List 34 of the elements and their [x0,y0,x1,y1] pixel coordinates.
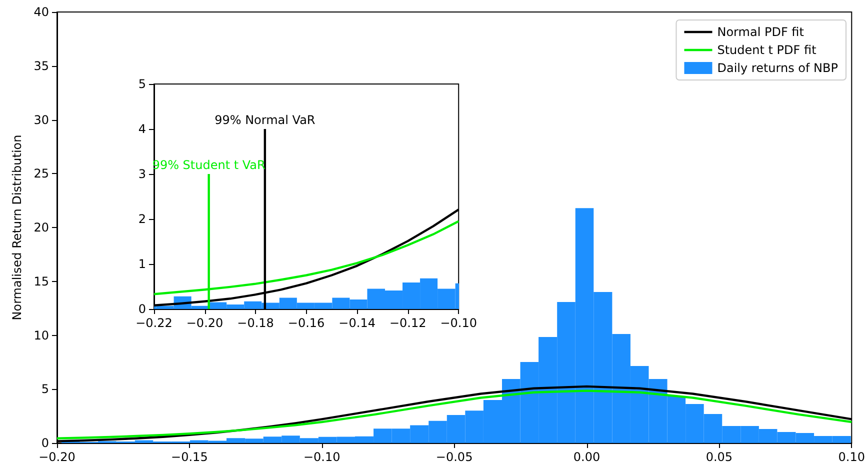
x-tick-label: −0.20 [186,316,224,330]
x-tick-label: 0.00 [573,450,600,464]
x-tick-label: −0.18 [237,316,274,330]
y-tick-label: 1 [138,257,146,271]
y-tick-label: 20 [34,220,49,234]
x-tick-label: −0.10 [303,450,340,464]
y-tick-label: 30 [34,112,49,127]
x-tick-label: −0.05 [436,450,473,464]
y-tick-label: 0 [138,302,146,316]
series-label: 99% Normal VaR [214,113,316,127]
y-tick-label: 5 [41,382,49,396]
x-tick-label: −0.14 [338,316,376,330]
x-tick-label: −0.22 [136,316,172,330]
x-tick-label: −0.16 [288,316,325,330]
legend-label: Normal PDF fit [717,25,804,39]
x-tick-label: −0.12 [389,316,426,330]
x-tick-label: 0.10 [838,450,865,464]
y-axis-title: Normalised Return Distribution [10,134,24,320]
y-tick-label: 0 [41,436,49,450]
y-tick-label: 4 [138,122,146,136]
x-tick-label: −0.15 [171,450,208,464]
legend-label: Student t PDF fit [717,43,817,57]
y-tick-label: 40 [34,5,49,19]
y-tick-label: 5 [138,77,146,91]
y-tick-label: 35 [34,58,49,73]
y-tick-label: 15 [34,274,49,288]
x-tick-label: −0.10 [440,316,478,330]
x-tick-label: −0.20 [38,450,76,464]
y-tick-label: 10 [34,328,49,342]
y-tick-label: 3 [138,167,146,181]
y-tick-label: 2 [138,212,146,226]
x-tick-label: 0.05 [706,450,733,464]
legend-label: Daily returns of NBP [717,61,838,75]
y-tick-label: 25 [34,166,49,181]
